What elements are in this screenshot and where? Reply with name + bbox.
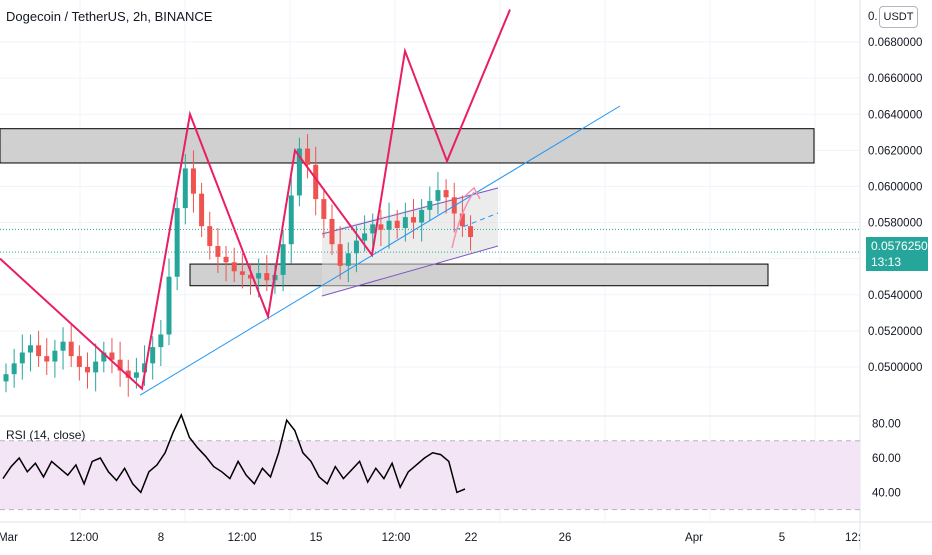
candle-body: [459, 213, 465, 227]
candle-body: [370, 224, 376, 234]
time-axis-label: 12:00: [70, 532, 99, 544]
currency-unit-button[interactable]: USDT: [879, 6, 918, 28]
rsi-line: [2, 413, 466, 494]
channel-lower-line: [321, 245, 499, 297]
time-axis-label: Mar: [0, 532, 18, 544]
candle-body: [142, 363, 148, 373]
candle-body: [3, 374, 9, 382]
time-axis-label: 12:: [845, 532, 861, 544]
candle-body: [125, 370, 131, 378]
candle-body: [36, 345, 42, 357]
candle-body: [386, 220, 392, 230]
time-axis-label: 15: [310, 532, 323, 544]
candle-body: [443, 190, 449, 198]
time-axis-label: 12:00: [382, 532, 411, 544]
candle-body: [27, 345, 33, 353]
time-axis-label: 12:00: [228, 532, 257, 544]
candle-body: [133, 372, 139, 378]
price-axis-label: 0.0540000: [868, 290, 922, 302]
candle-body: [239, 271, 245, 275]
candle-body: [166, 276, 172, 335]
candle-body: [411, 217, 416, 223]
zigzag-projection-line: [0, 9, 511, 391]
candle-body: [362, 233, 368, 241]
price-axis-label: 0.0580000: [868, 218, 922, 230]
candle-body: [60, 341, 66, 351]
candle-body: [329, 218, 335, 245]
time-axis-label: 22: [465, 532, 478, 544]
rsi-axis-label: 60.00: [872, 453, 901, 465]
price-axis-label: 0.0620000: [868, 145, 922, 157]
time-axis-label: Apr: [685, 532, 703, 544]
candle-body: [117, 359, 123, 371]
current-price-value: 0.0576250: [871, 239, 928, 253]
rsi-band-fill: [0, 440, 860, 510]
price-axis-label: 0.0680000: [868, 37, 922, 49]
candle-body: [427, 200, 433, 210]
candle-body: [394, 220, 400, 228]
candles: [3, 134, 474, 397]
price-axis-label-top: 0.: [868, 11, 878, 23]
rsi-title: RSI (14, close): [6, 428, 86, 442]
candle-body: [313, 164, 319, 200]
candle-body: [158, 334, 164, 348]
time-axis-label: 8: [158, 532, 164, 544]
candle-body: [199, 193, 205, 227]
current-price-tag: 0.0576250 13:13: [866, 237, 928, 271]
candle-body: [190, 168, 196, 194]
candle-body: [321, 199, 327, 219]
price-axis-label: 0.0520000: [868, 326, 922, 338]
candle-body: [44, 356, 50, 362]
candle-body: [52, 350, 58, 362]
rsi-axis-label: 40.00: [872, 487, 901, 499]
price-axis: 0.0680000 0.0660000 0.0640000 0.0620000 0.06…: [868, 11, 922, 374]
candle-body: [182, 168, 188, 209]
candle-body: [223, 256, 229, 263]
time-axis-label: 5: [779, 532, 785, 544]
candle-body: [76, 356, 82, 367]
price-axis-label: 0.0640000: [868, 109, 922, 121]
candle-body: [468, 226, 474, 237]
candle-body: [345, 253, 351, 266]
resistance-zone: [0, 128, 815, 164]
candle-body: [305, 148, 311, 165]
candle-body: [435, 190, 441, 201]
candle-body: [337, 244, 343, 266]
candle-body: [215, 246, 221, 257]
bar-countdown: 13:13: [871, 255, 902, 269]
price-axis-label: 0.0660000: [868, 73, 922, 85]
candle-body: [19, 352, 25, 364]
candle-body: [85, 366, 90, 373]
time-axis-label: 26: [559, 532, 572, 544]
candle-body: [402, 217, 408, 228]
candle-body: [296, 148, 302, 196]
candle-body: [353, 240, 359, 254]
symbol-title: Dogecoin / TetherUS, 2h, BINANCE: [6, 9, 213, 24]
candle-body: [419, 209, 425, 223]
candle-body: [11, 363, 17, 375]
candle-body: [264, 273, 270, 281]
price-axis-label: 0.0500000: [868, 362, 922, 374]
candle-body: [248, 274, 253, 279]
channel-midline: [454, 212, 499, 231]
candle-body: [93, 361, 99, 373]
candle-body: [109, 352, 115, 360]
rsi-axis-label: 80.00: [872, 419, 901, 431]
candle-body: [231, 262, 237, 272]
candle-body: [101, 352, 107, 362]
candle-body: [150, 347, 156, 364]
candle-body: [378, 224, 384, 230]
candle-body: [256, 273, 262, 279]
candle-body: [207, 226, 213, 247]
candle-body: [174, 208, 180, 277]
projection-arrowhead: [463, 186, 481, 200]
ascending-trendline: [139, 105, 621, 396]
price-axis-label: 0.0600000: [868, 181, 922, 193]
candle-body: [280, 244, 286, 275]
projection-arrow-curve: [451, 191, 475, 249]
candle-body: [68, 341, 74, 357]
candle-body: [288, 195, 294, 245]
